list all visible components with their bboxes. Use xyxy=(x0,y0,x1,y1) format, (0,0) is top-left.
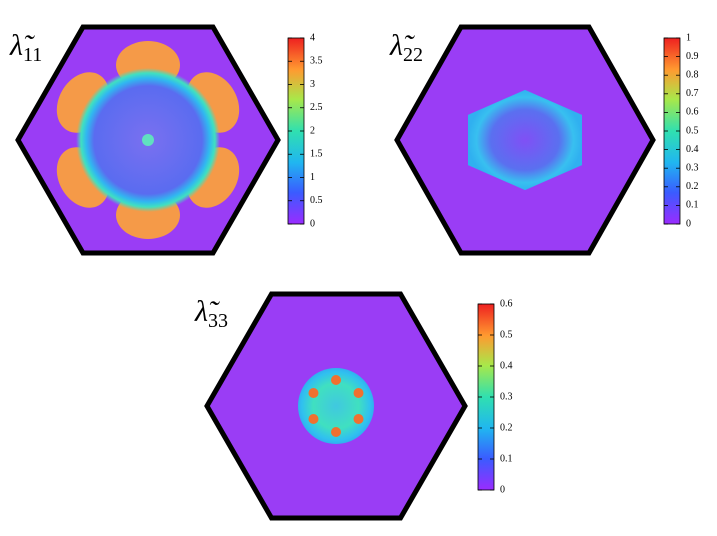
tick-label: 1 xyxy=(310,172,315,183)
panel: λ̃11 0 0.5 1 1.5 2 2.5 3 3.5 4 xyxy=(9,24,323,256)
core xyxy=(468,89,582,191)
tick-label: 2 xyxy=(310,125,315,136)
tick-label: 3 xyxy=(310,79,315,90)
tick-label: 0 xyxy=(500,484,505,495)
tick-label: 0.1 xyxy=(686,200,699,211)
tick-label: 1.5 xyxy=(310,149,323,160)
hot-spot xyxy=(353,388,364,398)
core xyxy=(298,368,374,444)
hexagon-border xyxy=(204,291,468,521)
hot-spot xyxy=(331,375,341,385)
panel-label: λ̃11 xyxy=(9,29,42,66)
tick-label: 0.8 xyxy=(686,69,699,80)
label-subscript: 22 xyxy=(403,44,423,66)
tick-label: 2.5 xyxy=(310,102,323,113)
label-subscript: 33 xyxy=(208,310,228,332)
hot-spot xyxy=(331,427,341,437)
panel-label: λ̃33 xyxy=(194,295,228,332)
label-subscript: 11 xyxy=(23,44,42,66)
hexagon-border xyxy=(394,24,656,256)
center xyxy=(142,134,154,146)
tick-label: 0.2 xyxy=(500,422,513,433)
tick-label: 0.3 xyxy=(500,391,513,402)
tick-label: 0.6 xyxy=(686,107,699,118)
panel: λ̃22 0 0.1 0.2 0.3 0.4 0.5 0.6 0.7 0.8 0.9 1 xyxy=(389,24,699,256)
tick-label: 0 xyxy=(686,218,691,229)
tick-label: 3.5 xyxy=(310,56,323,67)
hexagon-border xyxy=(15,24,281,256)
tick-label: 0.6 xyxy=(500,298,513,309)
tick-label: 0.5 xyxy=(310,195,323,206)
panel-label: λ̃22 xyxy=(389,29,423,66)
hot-spot xyxy=(308,388,319,398)
tick-label: 0.2 xyxy=(686,181,699,192)
tick-label: 4 xyxy=(310,32,315,43)
tick-label: 0.7 xyxy=(686,88,699,99)
tick-label: 0.4 xyxy=(686,144,699,155)
tick-label: 0.1 xyxy=(500,453,513,464)
hot-spot xyxy=(353,414,364,424)
tick-label: 1 xyxy=(686,32,691,43)
panel: λ̃33 0 0.1 0.2 0.3 0.4 0.5 0.6 xyxy=(194,291,513,521)
hot-spot xyxy=(308,414,319,424)
tick-label: 0 xyxy=(310,218,315,229)
tick-label: 0.5 xyxy=(500,329,513,340)
tick-label: 0.4 xyxy=(500,360,513,371)
tick-label: 0.3 xyxy=(686,162,699,173)
tick-label: 0.5 xyxy=(686,125,699,136)
tick-label: 0.9 xyxy=(686,51,699,62)
